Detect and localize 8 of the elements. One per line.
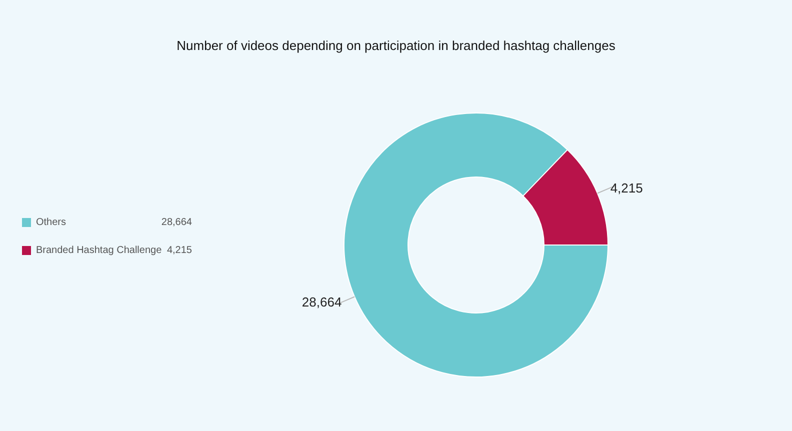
text: 28,664 [161, 216, 192, 228]
chart-title: Number of videos depending on participation in branded hashtag challenges [176, 38, 616, 53]
data-label: 4,215 [610, 180, 643, 196]
legend-label: Others [36, 216, 68, 228]
text: 4,215 [166, 244, 192, 256]
legend-label: Branded Hashtag Challenge [36, 244, 163, 256]
data-label: 28,664 [302, 294, 342, 310]
donut-slice [344, 112, 608, 378]
